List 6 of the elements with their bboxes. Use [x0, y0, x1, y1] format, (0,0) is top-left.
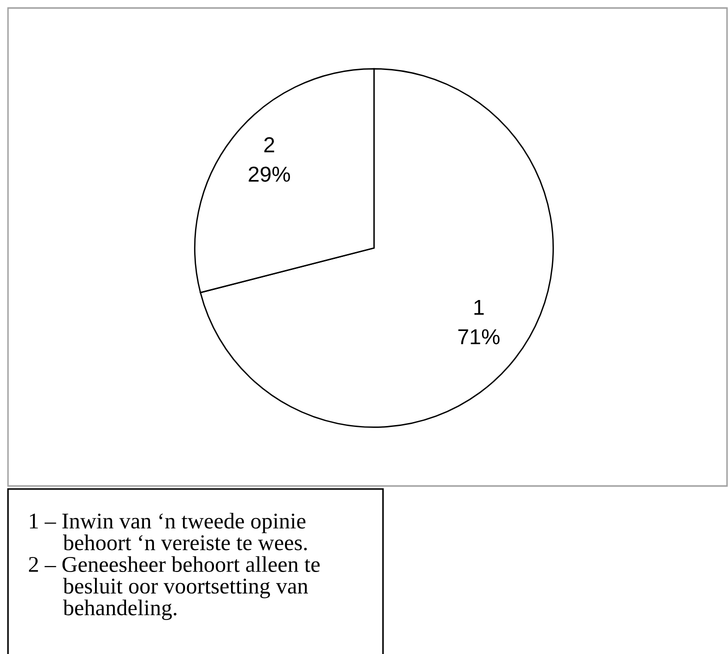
slice-label: 2 [264, 137, 274, 152]
data-label: 71% [458, 329, 500, 344]
slice-label: 1 [474, 300, 484, 315]
data-label: 29% [248, 166, 290, 182]
text: 2 – Geneesheer behoort alleen te besluit oor voortsetting van behandeling. [28, 556, 320, 620]
text: 1 – Inwin van ‘n tweede opinie behoort ‘n vereiste te wees. [30, 512, 307, 550]
